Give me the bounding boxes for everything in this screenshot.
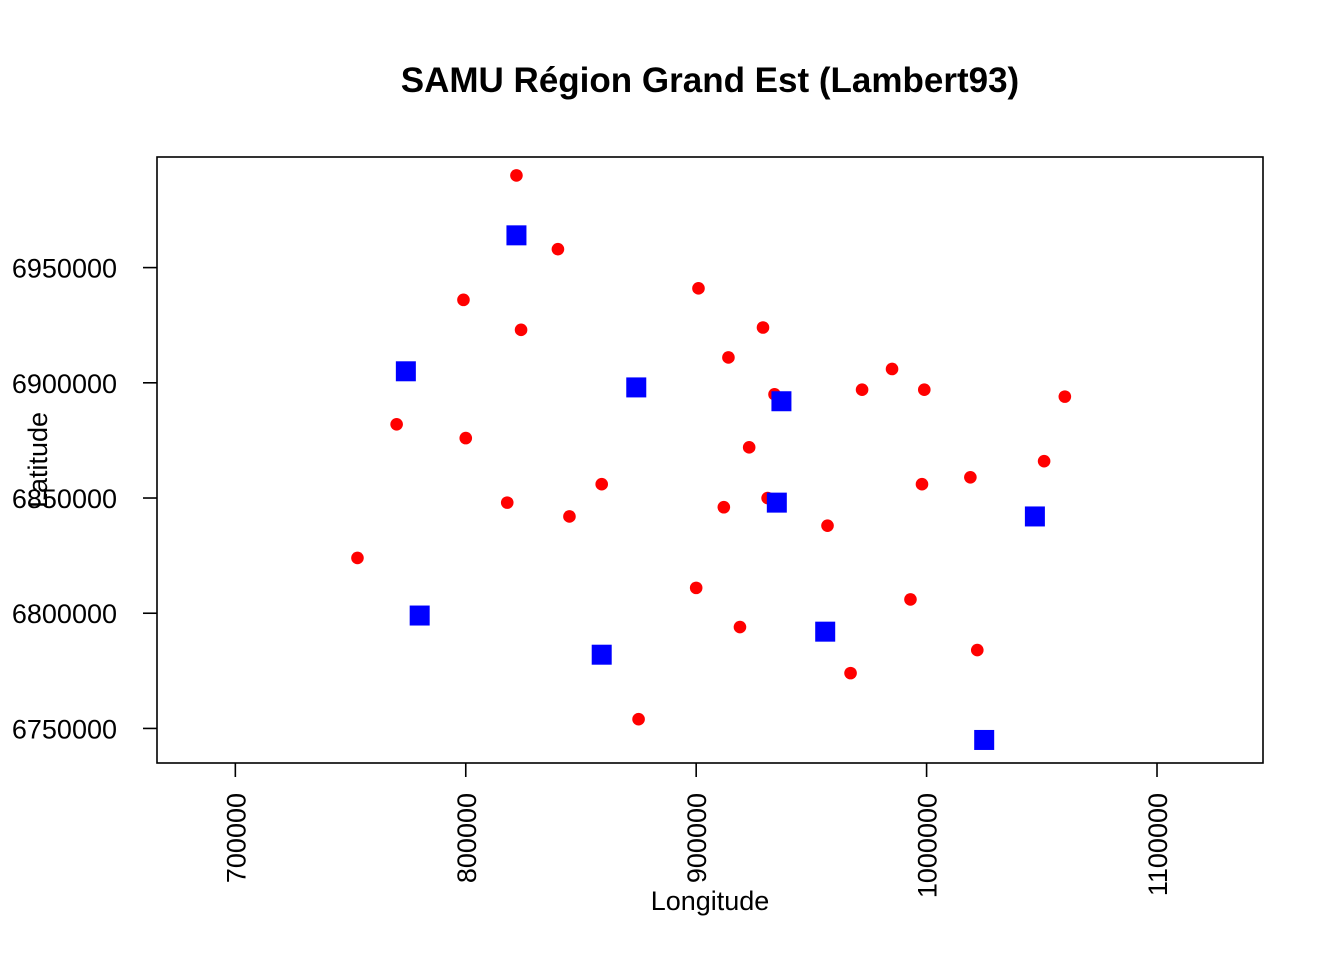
square-point [626, 377, 647, 398]
data-points [351, 169, 1072, 750]
x-tick-label: 1000000 [913, 793, 943, 898]
y-tick-label: 6750000 [12, 714, 117, 744]
x-tick-label: 800000 [452, 793, 482, 883]
square-point [815, 621, 836, 642]
circle-point [390, 417, 403, 431]
circle-point [595, 477, 609, 491]
circle-point [855, 383, 869, 397]
circle-point [722, 351, 735, 364]
x-axis: 700000 800000 900000 1000000 1100000 [221, 763, 1173, 898]
y-tick-label: 6900000 [12, 369, 117, 399]
circle-point [756, 321, 770, 334]
square-point [591, 644, 612, 665]
x-tick-label: 1100000 [1143, 793, 1173, 896]
circle-point [457, 293, 470, 307]
y-tick-label: 6850000 [12, 484, 117, 514]
y-tick-label: 6950000 [12, 254, 117, 284]
square-point [395, 361, 416, 382]
plot-frame [156, 156, 1264, 764]
y-axis: 6750000 6800000 6850000 6900000 6950000 [12, 254, 157, 744]
circle-point [970, 643, 984, 657]
square-point [1024, 506, 1045, 527]
circle-point [1058, 390, 1072, 403]
circle-point [563, 510, 576, 523]
circle-point [459, 431, 473, 445]
y-tick-label: 6800000 [12, 599, 117, 629]
circle-point [885, 362, 899, 376]
circle-point [821, 519, 834, 532]
circle-point [689, 581, 703, 595]
square-point [506, 225, 527, 246]
circle-point [514, 323, 528, 337]
circle-point [915, 477, 929, 491]
circle-point [717, 500, 731, 514]
chart-title: SAMU Région Grand Est (Lambert93) [401, 61, 1019, 100]
circle-point [551, 242, 565, 256]
x-tick-label: 700000 [221, 793, 251, 883]
square-point [974, 729, 995, 750]
square-point [409, 605, 430, 626]
square-point [766, 492, 787, 513]
circle-point [844, 666, 857, 680]
circle-point [917, 383, 931, 397]
y-axis-label: Latitude [23, 412, 53, 508]
circle-point [1037, 454, 1051, 468]
circle-point [692, 282, 705, 295]
square-point [771, 391, 792, 412]
x-axis-label: Longitude [651, 886, 770, 916]
circle-point [964, 470, 977, 484]
circle-point [500, 496, 514, 509]
circle-point [510, 169, 523, 182]
circle-point [742, 441, 756, 454]
circle-point [733, 620, 747, 634]
circle-point [351, 551, 364, 565]
circle-point [632, 712, 645, 726]
x-tick-label: 900000 [682, 793, 712, 883]
circle-point [904, 593, 917, 606]
